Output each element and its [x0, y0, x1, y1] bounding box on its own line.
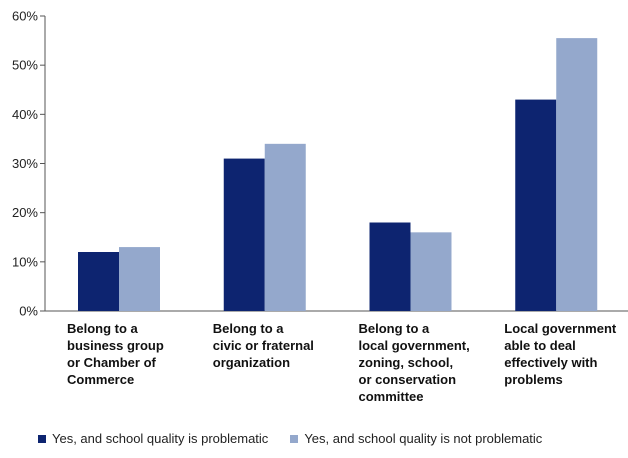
x-category-label: Belong to a business group or Chamber of Co… [67, 320, 207, 388]
bar-series-1-category-1 [264, 143, 306, 311]
bar-series-0-category-3 [515, 99, 557, 311]
x-category-label-line: Belong to a [358, 321, 430, 336]
x-category-label: Local government able to deal effectively … [504, 320, 628, 388]
x-category-label-line: Commerce [67, 372, 135, 387]
x-category-label-line: problems [504, 372, 563, 387]
y-tick-label: 60% [12, 9, 38, 24]
bar-series-1-category-0 [119, 247, 160, 311]
x-category-label-line: or Chamber of [67, 355, 156, 370]
y-tick-label: 40% [12, 107, 38, 122]
bar-series-1-category-2 [410, 232, 452, 311]
bar-series-0-category-2 [369, 222, 411, 311]
legend-swatch-problematic [38, 434, 46, 443]
x-category-label-line: civic or fraternal [212, 338, 314, 353]
legend-swatch-not-problematic [290, 434, 299, 443]
x-category-label-line: local government, [358, 338, 470, 353]
x-category-label-line: or conservation [358, 372, 457, 387]
x-category-label-line: business group [67, 338, 164, 353]
legend-item-not-problematic: Yes, and school quality is not problemat… [290, 431, 542, 446]
x-category-label-line: Belong to a [67, 321, 138, 336]
x-category-label: Belong to a civic or fraternal organizatio… [213, 320, 353, 371]
legend-item-problematic: Yes, and school quality is problematic [38, 431, 268, 446]
x-category-label-line: committee [358, 389, 424, 404]
legend-label-problematic: Yes, and school quality is problematic [52, 431, 269, 446]
bar-series-0-category-1 [223, 158, 265, 311]
y-tick-label: 20% [12, 205, 38, 220]
y-tick-label: 50% [12, 58, 38, 73]
x-category-label-line: able to deal [504, 338, 576, 353]
x-category-label-line: effectively with [504, 355, 598, 370]
y-tick-label: 10% [12, 254, 38, 269]
bar-series-0-category-0 [78, 252, 119, 311]
x-category-label-line: Belong to a [212, 321, 284, 336]
x-category-label-line: Local government [504, 321, 617, 336]
x-category-label: Belong to a local government, zoning, scho… [359, 320, 499, 405]
legend-label-not-problematic: Yes, and school quality is not problemat… [304, 431, 543, 446]
x-category-label-line: organization [212, 355, 291, 370]
bars [78, 38, 598, 311]
y-tick-label: 30% [12, 156, 38, 171]
x-category-label-line: zoning, school, [358, 355, 454, 370]
legend: Yes, and school quality is problematic Y… [38, 431, 564, 446]
y-tick-label: 0% [19, 304, 38, 319]
bar-series-1-category-3 [556, 38, 598, 311]
